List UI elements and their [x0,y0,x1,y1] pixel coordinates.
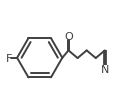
Text: N: N [101,65,109,75]
Text: O: O [64,32,73,42]
Text: F: F [6,53,12,63]
